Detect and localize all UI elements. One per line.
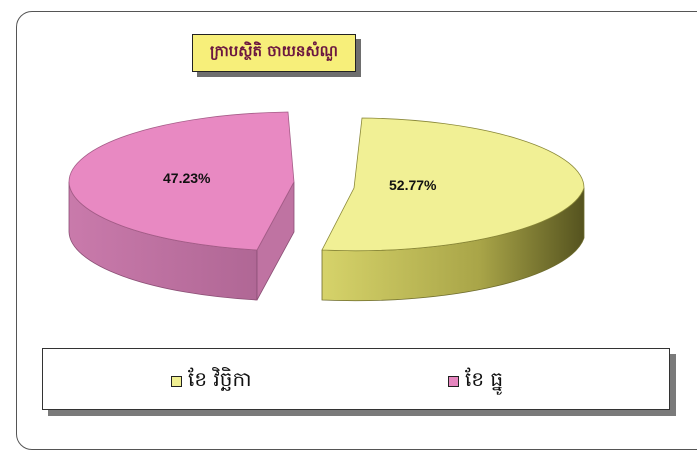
legend: ខែ វិច្ឆិកា ខែ ធ្នូ bbox=[42, 348, 670, 410]
chart-title: ក្រាបស្ថិតិ ចាយនសំណួ bbox=[192, 34, 356, 72]
legend-swatch-november bbox=[171, 375, 182, 387]
pie-slice-december bbox=[68, 111, 295, 301]
legend-label-december: ខែ ធ្នូ bbox=[465, 367, 504, 391]
data-label-november: 52.77% bbox=[389, 177, 437, 193]
legend-swatch-december bbox=[448, 375, 459, 387]
legend-item-december: ខែ ធ្នូ bbox=[448, 366, 503, 396]
pie-slice-november bbox=[321, 117, 585, 302]
legend-item-november: ខែ វិច្ឆិកា bbox=[171, 366, 252, 396]
data-label-december: 47.23% bbox=[163, 170, 211, 186]
legend-label-november: ខែ វិច្ឆិកា bbox=[188, 367, 252, 391]
